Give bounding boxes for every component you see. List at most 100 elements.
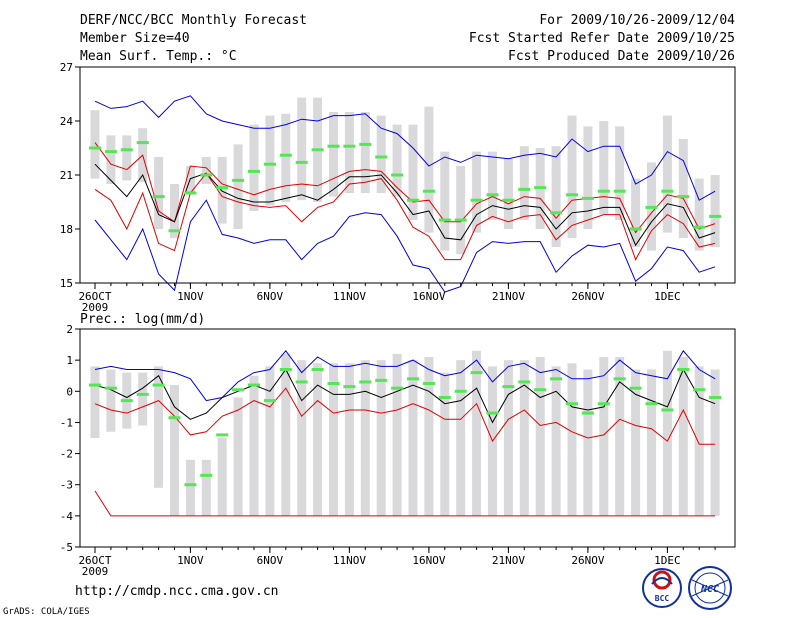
temp-box bbox=[249, 124, 259, 211]
precip-median bbox=[327, 382, 340, 385]
footer-url[interactable]: http://cmdp.ncc.cma.gov.cn bbox=[75, 584, 279, 599]
precip-median bbox=[470, 371, 483, 375]
temp-median bbox=[677, 195, 690, 199]
header-refer-date: Fcst Started Refer Date 2009/10/25 bbox=[469, 31, 735, 46]
header-title: DERF/NCC/BCC Monthly Forecast bbox=[80, 13, 307, 28]
precip-median bbox=[597, 402, 610, 406]
precip-median bbox=[89, 383, 101, 387]
temp-median bbox=[279, 153, 292, 157]
temp-box bbox=[551, 146, 561, 247]
temp-box bbox=[488, 151, 497, 220]
precip-ytick-label: -5 bbox=[60, 541, 73, 554]
temp-line-outer-upper bbox=[94, 95, 716, 201]
temp-median bbox=[709, 214, 722, 218]
temp-median bbox=[581, 196, 594, 200]
precip-title: Prec.: log(mm/d) bbox=[80, 312, 205, 327]
precip-year-label: 2009 bbox=[82, 565, 109, 578]
precip-box bbox=[440, 372, 450, 516]
temp-line-mean bbox=[94, 163, 716, 247]
precip-xtick-label: 21NOV bbox=[492, 554, 525, 567]
precip-median bbox=[629, 386, 642, 390]
temp-box bbox=[599, 121, 609, 215]
temp-median bbox=[232, 178, 245, 182]
temp-box bbox=[344, 112, 354, 193]
precip-line-outer-lower bbox=[94, 490, 716, 517]
temp-ytick-label: 24 bbox=[60, 115, 74, 128]
precip-ytick-label: 1 bbox=[66, 354, 73, 367]
precip-xtick-label: 6NOV bbox=[257, 554, 284, 567]
precip-median bbox=[661, 408, 674, 412]
temp-box bbox=[567, 115, 577, 238]
precip-xtick-label: 11NOV bbox=[333, 554, 366, 567]
precip-box bbox=[472, 350, 482, 516]
temp-box bbox=[392, 124, 402, 197]
temp-ytick-label: 18 bbox=[60, 223, 73, 236]
precip-box bbox=[90, 366, 100, 438]
precip-median bbox=[709, 396, 722, 400]
precip-median bbox=[248, 383, 260, 387]
precip-median bbox=[359, 380, 372, 384]
temp-median bbox=[263, 162, 276, 166]
precip-box bbox=[154, 366, 164, 488]
precip-median bbox=[534, 388, 547, 392]
temp-median bbox=[168, 229, 181, 233]
temp-box bbox=[154, 157, 164, 229]
precip-box bbox=[647, 369, 656, 516]
temp-box bbox=[376, 115, 386, 193]
footer-grads: GrADS: COLA/IGES bbox=[3, 607, 90, 617]
precip-median bbox=[184, 483, 197, 487]
precip-ytick-label: -1 bbox=[60, 416, 73, 429]
precip-box bbox=[503, 360, 513, 516]
temp-box bbox=[519, 146, 529, 220]
temp-median bbox=[136, 141, 149, 145]
precip-box bbox=[456, 360, 466, 516]
temp-median bbox=[295, 160, 308, 164]
temp-median bbox=[438, 218, 451, 222]
precip-median bbox=[438, 396, 451, 400]
temp-median bbox=[248, 169, 260, 173]
temp-median bbox=[613, 189, 626, 193]
precip-median bbox=[454, 389, 467, 393]
precip-box bbox=[217, 438, 227, 516]
precip-box bbox=[424, 357, 434, 516]
temp-box bbox=[662, 115, 672, 233]
precip-box bbox=[185, 459, 195, 516]
temp-median bbox=[645, 205, 658, 209]
precip-box bbox=[265, 366, 275, 516]
ncc-logo-text: NCC bbox=[700, 584, 719, 595]
temp-median bbox=[200, 173, 213, 177]
temp-line-inner-upper bbox=[94, 142, 716, 234]
precip-box bbox=[313, 363, 323, 516]
precip-median bbox=[120, 399, 133, 403]
precip-ytick-label: 0 bbox=[66, 385, 73, 398]
precip-plot-frame bbox=[79, 328, 736, 548]
precip-median bbox=[613, 377, 626, 381]
precip-median bbox=[232, 388, 245, 392]
precip-median bbox=[168, 416, 181, 420]
precip-xtick-label: 26NOV bbox=[571, 554, 604, 567]
temp-box bbox=[472, 151, 482, 233]
temp-box bbox=[694, 178, 704, 251]
precip-box bbox=[599, 357, 609, 516]
temp-median bbox=[311, 148, 324, 152]
precip-line-inner-lower bbox=[94, 387, 716, 445]
precip-ytick-label: -4 bbox=[60, 510, 74, 523]
temp-box bbox=[360, 112, 370, 193]
precip-box bbox=[694, 366, 704, 516]
bcc-logo-text: BCC bbox=[655, 594, 670, 603]
temp-box bbox=[440, 151, 450, 251]
temp-box bbox=[281, 113, 291, 202]
precip-ytick-label: 2 bbox=[66, 323, 73, 336]
temp-median bbox=[391, 173, 404, 177]
precip-box bbox=[535, 357, 545, 516]
temp-box bbox=[265, 115, 275, 206]
precip-box bbox=[615, 357, 625, 516]
precip-median bbox=[152, 383, 165, 387]
precip-box bbox=[551, 366, 561, 516]
precip-box bbox=[233, 397, 243, 516]
temp-box bbox=[217, 157, 227, 224]
temp-ytick-label: 15 bbox=[60, 277, 73, 290]
temp-median bbox=[359, 142, 372, 146]
